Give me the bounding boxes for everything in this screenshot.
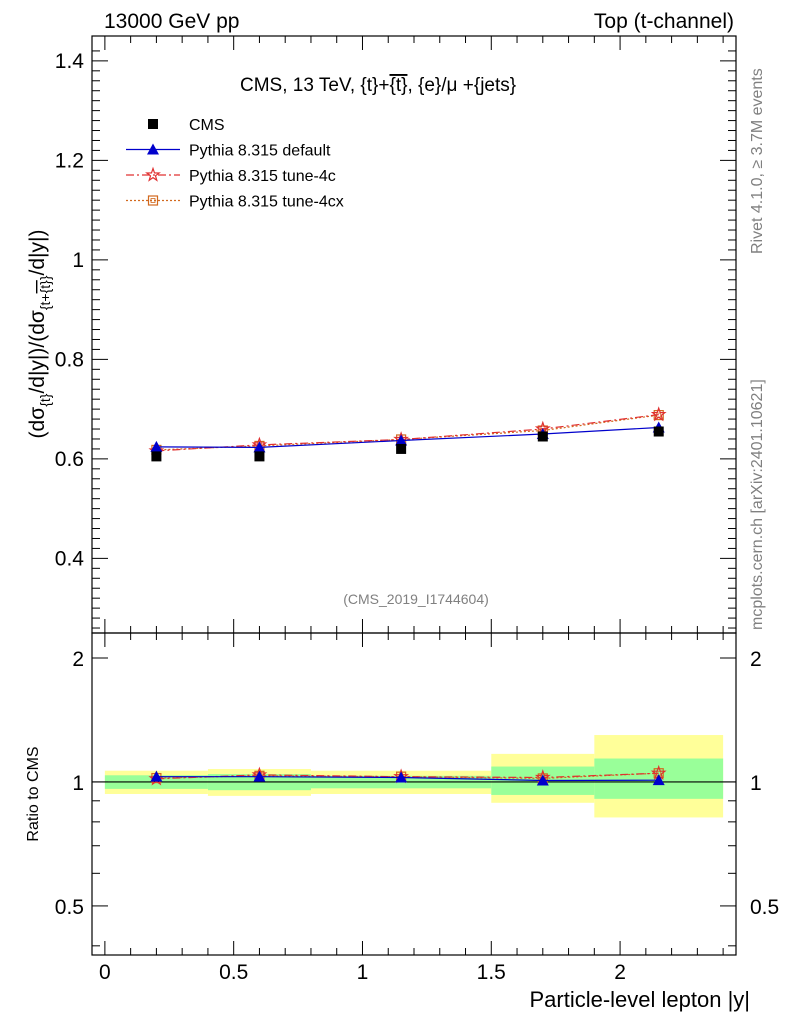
ratio-panel: 0.5 0.5 1 1 2 2 Ratio to CMS xyxy=(25,632,779,956)
ratio-y-tick-label-right: 2 xyxy=(750,648,762,671)
ylabel-b: /d|y|)/(dσ xyxy=(26,310,49,393)
legend-label-default: Pythia 8.315 default xyxy=(189,143,331,160)
legend-marker-tune4cx-inner xyxy=(150,198,156,203)
ratio-y-tick-label-right: 1 xyxy=(750,772,762,795)
y-tick-label: 1.2 xyxy=(55,149,84,172)
ratio-point-default xyxy=(253,770,266,782)
x-tick-label: 1.5 xyxy=(477,961,506,984)
y-tick-label: 0.6 xyxy=(55,448,84,471)
main-panel: 0.40.60.811.21.4 CMS, 13 TeV, {t}+{t}, {… xyxy=(26,35,737,634)
header-right: Top (t-channel) xyxy=(594,10,734,33)
main-point-cms xyxy=(653,426,664,437)
main-point-default xyxy=(150,440,163,452)
ylabel-a-sub: {t} xyxy=(37,393,53,407)
watermark: (CMS_2019_I1744604) xyxy=(343,591,489,607)
main-point-cms xyxy=(151,451,162,462)
ylabel-a: (dσ xyxy=(26,407,49,439)
legend-marker-tune4cx xyxy=(147,195,159,206)
x-axis-label: Particle-level lepton |y| xyxy=(529,987,750,1012)
ratio-point-default xyxy=(150,770,163,782)
ratio-point-default xyxy=(652,774,665,786)
title-main: CMS, 13 TeV, {t}+ xyxy=(240,75,389,96)
main-line-tune4cx xyxy=(156,414,659,451)
title-overlined: {t} xyxy=(389,75,407,96)
plot-title: CMS, 13 TeV, {t}+{t}, {e}/μ +{jets} xyxy=(240,75,516,96)
ylabel-b-sub-end: } xyxy=(37,275,53,280)
ratio-y-axis-label: Ratio to CMS xyxy=(25,746,42,841)
y-tick-label: 1.4 xyxy=(55,50,85,73)
main-point-tune4c xyxy=(650,406,667,422)
legend-marker-tune4c xyxy=(145,166,161,182)
main-line-tune4c xyxy=(156,414,659,452)
legend: CMS Pythia 8.315 default Pythia 8.315 tune… xyxy=(126,117,344,211)
y-tick-label: 0.8 xyxy=(55,348,84,371)
legend-marker-default xyxy=(147,143,159,155)
y-tick-label: 0.4 xyxy=(55,547,85,570)
ratio-y-tick-label: 0.5 xyxy=(55,896,84,919)
legend-label-tune4cx: Pythia 8.315 tune-4cx xyxy=(189,194,344,211)
x-tick-label: 2 xyxy=(614,961,626,984)
main-y-axis-label: (dσ{t}/d|y|)/(dσ{t+{t}}/d|y|) xyxy=(26,230,53,439)
rivet-label: Rivet 4.1.0, ≥ 3.7M events xyxy=(749,68,766,254)
header-left: 13000 GeV pp xyxy=(104,10,239,33)
ratio-point-default xyxy=(536,774,549,786)
legend-label-tune4c: Pythia 8.315 tune-4c xyxy=(189,168,336,185)
main-point-cms xyxy=(254,451,265,462)
x-tick-label: 1 xyxy=(357,961,369,984)
x-tick-label: 0.5 xyxy=(219,961,248,984)
main-point-cms xyxy=(537,431,548,442)
ratio-point-default xyxy=(395,771,408,783)
ratio-y-tick-label: 2 xyxy=(72,648,84,671)
main-point-cms xyxy=(396,443,407,454)
ratio-y-tick-label: 1 xyxy=(72,772,84,795)
y-tick-label: 1 xyxy=(72,249,84,272)
ylabel-c: /d|y|) xyxy=(26,230,49,276)
legend-marker-cms xyxy=(148,119,158,129)
ylabel-b-sub: {t+ xyxy=(37,293,53,310)
main-point-default xyxy=(253,441,266,453)
mcplots-label: mcplots.cern.ch [arXiv:2401.10621] xyxy=(749,379,766,630)
ylabel-b-sub-over: {t} xyxy=(37,280,53,294)
x-tick-label: 0 xyxy=(99,961,111,984)
title-rest: , {e}/μ +{jets} xyxy=(407,75,516,96)
ratio-y-tick-label-right: 0.5 xyxy=(750,896,779,919)
main-point-default xyxy=(395,434,408,446)
legend-label-cms: CMS xyxy=(189,117,225,134)
